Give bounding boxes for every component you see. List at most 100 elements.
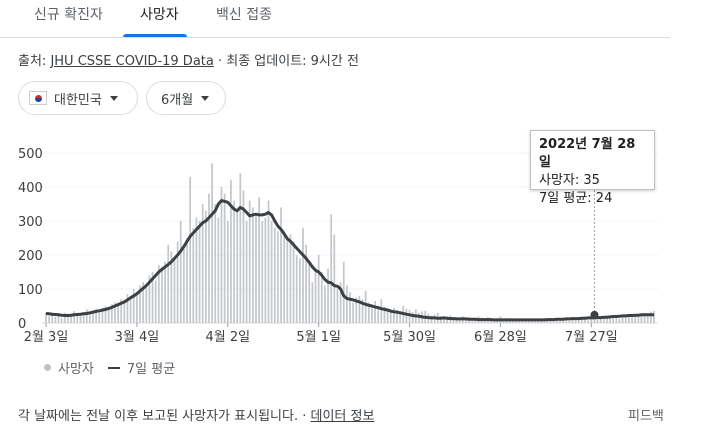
death-bar[interactable] — [273, 227, 276, 323]
death-bar[interactable] — [646, 313, 649, 323]
death-bar[interactable] — [380, 299, 383, 323]
death-bar[interactable] — [628, 316, 630, 323]
death-bar[interactable] — [114, 302, 116, 323]
death-bar[interactable] — [446, 317, 449, 323]
death-bar[interactable] — [126, 294, 129, 323]
death-bar[interactable] — [330, 214, 333, 323]
death-bar[interactable] — [132, 289, 135, 323]
death-bar[interactable] — [45, 312, 47, 323]
death-bar[interactable] — [239, 173, 242, 323]
death-bar[interactable] — [179, 221, 182, 323]
death-bar[interactable] — [176, 241, 179, 323]
death-bar[interactable] — [333, 234, 336, 323]
death-bar[interactable] — [248, 200, 251, 323]
death-bar[interactable] — [63, 312, 66, 323]
death-bar[interactable] — [631, 315, 633, 323]
death-bar[interactable] — [565, 320, 568, 323]
death-bar[interactable] — [95, 308, 98, 323]
death-bar[interactable] — [559, 319, 561, 323]
death-bar[interactable] — [339, 282, 342, 323]
death-bar[interactable] — [336, 289, 339, 323]
death-bar[interactable] — [145, 287, 148, 323]
death-bar[interactable] — [317, 255, 320, 323]
death-bar[interactable] — [67, 314, 69, 324]
death-bar[interactable] — [173, 258, 176, 323]
death-bar[interactable] — [117, 303, 119, 323]
death-bar[interactable] — [245, 221, 248, 323]
death-bar[interactable] — [261, 221, 264, 323]
death-bar[interactable] — [151, 272, 154, 323]
death-bar[interactable] — [110, 304, 113, 323]
death-bar[interactable] — [650, 311, 652, 323]
death-bar[interactable] — [270, 221, 273, 323]
death-bar[interactable] — [546, 319, 549, 323]
death-bar[interactable] — [283, 234, 286, 323]
death-bar[interactable] — [233, 200, 235, 323]
death-bar[interactable] — [204, 210, 207, 323]
death-bar[interactable] — [571, 320, 574, 323]
death-bar[interactable] — [618, 318, 621, 323]
death-bar[interactable] — [107, 308, 110, 323]
death-bar[interactable] — [612, 318, 615, 323]
death-bar[interactable] — [518, 320, 521, 323]
death-bar[interactable] — [129, 296, 132, 323]
death-bar[interactable] — [581, 318, 583, 323]
death-bar[interactable] — [267, 200, 270, 323]
death-bar[interactable] — [643, 312, 646, 323]
death-bar[interactable] — [521, 319, 524, 323]
death-bar[interactable] — [640, 314, 643, 323]
death-bar[interactable] — [220, 187, 223, 323]
death-bar[interactable] — [465, 318, 467, 323]
death-bar[interactable] — [562, 320, 564, 323]
death-bar[interactable] — [277, 231, 279, 323]
death-bar[interactable] — [186, 238, 188, 323]
death-bar[interactable] — [590, 319, 593, 323]
death-bar[interactable] — [142, 282, 145, 323]
death-bar[interactable] — [183, 248, 185, 323]
death-bar[interactable] — [367, 302, 370, 323]
death-bar[interactable] — [358, 295, 361, 323]
death-bar[interactable] — [587, 320, 590, 323]
death-bar[interactable] — [280, 207, 282, 323]
death-bar[interactable] — [624, 316, 627, 323]
death-bar[interactable] — [242, 190, 245, 323]
death-bar[interactable] — [60, 317, 63, 323]
death-bar[interactable] — [584, 319, 586, 323]
death-bar[interactable] — [255, 214, 257, 323]
death-bar[interactable] — [120, 299, 123, 323]
feedback-link[interactable]: 피드백 — [628, 409, 664, 424]
death-bar[interactable] — [198, 221, 201, 323]
death-bar[interactable] — [157, 265, 160, 323]
period-selector[interactable]: 6개월 — [146, 81, 226, 115]
death-bar[interactable] — [549, 320, 552, 323]
death-bar[interactable] — [324, 285, 326, 323]
death-bar[interactable] — [251, 207, 254, 323]
death-bar[interactable] — [537, 319, 539, 323]
death-bar[interactable] — [458, 318, 461, 323]
death-bar[interactable] — [327, 268, 329, 323]
death-bar[interactable] — [161, 266, 163, 323]
death-bar[interactable] — [54, 316, 57, 323]
death-bar[interactable] — [164, 261, 166, 323]
death-bar[interactable] — [540, 320, 543, 323]
death-bar[interactable] — [226, 221, 229, 323]
death-bar[interactable] — [411, 312, 414, 323]
death-bar[interactable] — [208, 193, 210, 323]
death-bar[interactable] — [653, 311, 655, 323]
death-bar[interactable] — [443, 316, 445, 323]
death-bar[interactable] — [418, 312, 420, 323]
death-bar[interactable] — [195, 217, 198, 323]
death-bar[interactable] — [621, 317, 624, 323]
deaths-chart[interactable]: 0 100 200 300 400 500 2월 3일 3월 4일 4월 2일 5월 1일 5월 … — [0, 0, 703, 345]
death-bar[interactable] — [167, 244, 170, 323]
tab-vaccinations[interactable]: 백신 접종 — [216, 7, 272, 23]
death-bar[interactable] — [314, 268, 317, 323]
death-bar[interactable] — [223, 193, 226, 323]
death-bar[interactable] — [308, 261, 311, 323]
death-bar[interactable] — [371, 304, 373, 323]
death-bar[interactable] — [615, 316, 618, 323]
death-bar[interactable] — [211, 163, 213, 323]
death-bar[interactable] — [405, 308, 408, 323]
death-bar[interactable] — [599, 318, 602, 323]
death-bar[interactable] — [555, 320, 558, 323]
